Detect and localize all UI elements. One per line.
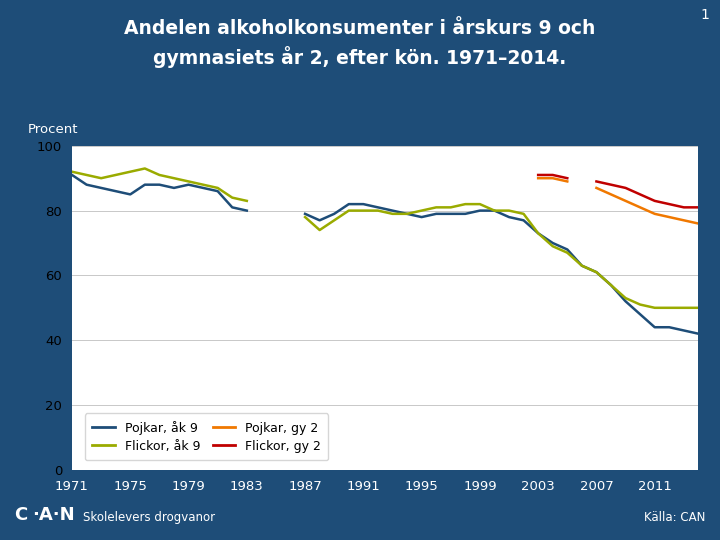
Text: 1: 1 (701, 8, 709, 22)
Pojkar, åk 9 (243, 207, 251, 214)
Pojkar, åk 9 (140, 181, 149, 188)
Line: Flickor, åk 9: Flickor, åk 9 (72, 168, 247, 201)
Flickor, åk 9 (155, 172, 163, 178)
Text: Källa: CAN: Källa: CAN (644, 511, 706, 524)
Flickor, åk 9 (82, 172, 91, 178)
Pojkar, åk 9 (82, 181, 91, 188)
Flickor, åk 9 (213, 185, 222, 191)
Flickor, gy 2 (563, 175, 572, 181)
Pojkar, åk 9 (213, 188, 222, 194)
Text: C: C (14, 506, 27, 524)
Text: Skolelevers drogvanor: Skolelevers drogvanor (83, 511, 215, 524)
Pojkar, åk 9 (112, 188, 120, 194)
Flickor, åk 9 (140, 165, 149, 172)
Pojkar, åk 9 (96, 185, 105, 191)
Flickor, åk 9 (170, 175, 179, 181)
Flickor, åk 9 (228, 194, 237, 201)
Pojkar, åk 9 (184, 181, 193, 188)
Pojkar, åk 9 (155, 181, 163, 188)
Legend: Pojkar, åk 9, Flickor, åk 9, Pojkar, gy 2, Flickor, gy 2: Pojkar, åk 9, Flickor, åk 9, Pojkar, gy … (84, 413, 328, 460)
Line: Pojkar, gy 2: Pojkar, gy 2 (538, 178, 567, 181)
Line: Pojkar, åk 9: Pojkar, åk 9 (72, 175, 247, 211)
Flickor, åk 9 (199, 181, 207, 188)
Line: Flickor, gy 2: Flickor, gy 2 (538, 175, 567, 178)
Flickor, åk 9 (96, 175, 105, 181)
Text: ·A·N: ·A·N (32, 506, 75, 524)
Pojkar, gy 2 (534, 175, 542, 181)
Pojkar, gy 2 (549, 175, 557, 181)
Pojkar, åk 9 (199, 185, 207, 191)
Flickor, åk 9 (184, 178, 193, 185)
Text: Procent: Procent (28, 123, 78, 136)
Flickor, åk 9 (243, 198, 251, 204)
Flickor, gy 2 (549, 172, 557, 178)
Text: gymnasiets år 2, efter kön. 1971–2014.: gymnasiets år 2, efter kön. 1971–2014. (153, 46, 567, 68)
Flickor, åk 9 (68, 168, 76, 175)
Flickor, gy 2 (534, 172, 542, 178)
Pojkar, åk 9 (170, 185, 179, 191)
Pojkar, gy 2 (563, 178, 572, 185)
Flickor, åk 9 (112, 172, 120, 178)
Pojkar, åk 9 (126, 191, 135, 198)
Flickor, åk 9 (126, 168, 135, 175)
Pojkar, åk 9 (68, 172, 76, 178)
Text: Andelen alkoholkonsumenter i årskurs 9 och: Andelen alkoholkonsumenter i årskurs 9 o… (125, 19, 595, 38)
Pojkar, åk 9 (228, 204, 237, 211)
